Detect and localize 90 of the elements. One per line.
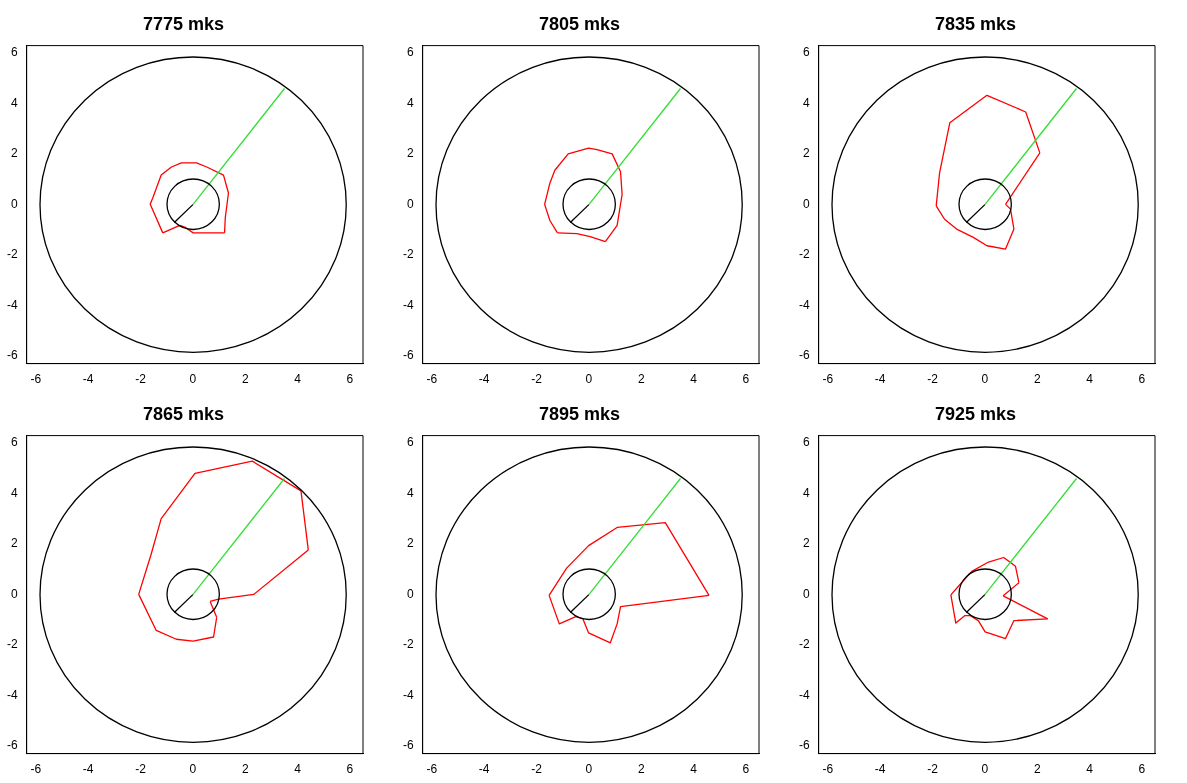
y-tick-label: 6 [802,45,810,60]
x-tick-label: -4 [874,762,886,777]
x-tick-label: -2 [927,372,939,387]
x-tick-label: -6 [30,372,42,387]
x-tick-label: 0 [585,762,593,777]
y-tick-label: -2 [7,247,18,262]
x-tick-label: -6 [426,372,438,387]
x-tick-label: 6 [1138,762,1146,777]
y-tick-label: 4 [406,95,414,110]
x-tick-label: -6 [822,372,834,387]
y-tick-label: -6 [799,348,810,363]
y-tick-label: 6 [802,435,810,450]
y-tick-label: 2 [802,146,810,161]
x-tick-label: 6 [1138,372,1146,387]
y-tick-label: 0 [802,196,810,211]
x-tick-label: 4 [1086,762,1094,777]
y-tick-label: -6 [403,738,414,753]
y-tick-label: -4 [403,297,414,312]
x-tick-label: -2 [135,762,147,777]
x-tick-label: 2 [637,372,645,387]
x-tick-label: 4 [294,372,302,387]
y-tick-label: -2 [403,247,414,262]
x-tick-label: -4 [478,372,490,387]
x-tick-label: 0 [189,762,197,777]
x-tick-label: -6 [822,762,834,777]
y-tick-label: 4 [802,485,810,500]
y-tick-label: 6 [10,435,18,450]
x-tick-label: 0 [189,372,197,387]
y-tick-label: -6 [799,738,810,753]
y-tick-label: 0 [802,586,810,601]
y-tick-label: 2 [802,536,810,551]
y-tick-label: -2 [7,637,18,652]
x-tick-label: -2 [531,372,543,387]
chart-title: 7835 mks [934,13,1017,34]
x-tick-label: 6 [346,372,354,387]
y-tick-label: 2 [10,536,18,551]
y-tick-label: -6 [403,348,414,363]
x-tick-label: 4 [690,762,698,777]
y-tick-label: 2 [10,146,18,161]
y-tick-label: -4 [403,687,414,702]
y-tick-label: 6 [406,435,414,450]
x-tick-label: 2 [241,372,249,387]
x-tick-label: 6 [742,762,750,777]
y-tick-label: 0 [10,196,18,211]
x-tick-label: 2 [241,762,249,777]
x-tick-label: 4 [1086,372,1094,387]
y-tick-label: -4 [799,687,810,702]
y-tick-label: 0 [406,196,414,211]
x-tick-label: 6 [742,372,750,387]
x-tick-label: 2 [637,762,645,777]
x-tick-label: -2 [531,762,543,777]
chart-title: 7925 mks [934,403,1017,424]
x-tick-label: -4 [874,372,886,387]
x-tick-label: 0 [981,762,989,777]
y-tick-label: 4 [10,95,18,110]
x-tick-label: -4 [82,762,94,777]
x-tick-label: -2 [927,762,939,777]
y-tick-label: 4 [802,95,810,110]
x-tick-label: 0 [981,372,989,387]
y-tick-label: 0 [10,586,18,601]
x-tick-label: -6 [426,762,438,777]
chart-title: 7865 mks [142,403,225,424]
y-tick-label: -2 [799,637,810,652]
y-tick-label: -6 [7,348,18,363]
y-tick-label: 6 [10,45,18,60]
x-tick-label: -4 [478,762,490,777]
y-tick-label: 4 [406,485,414,500]
x-tick-label: -2 [135,372,147,387]
chart-title: 7895 mks [538,403,621,424]
chart-title: 7775 mks [142,13,225,34]
y-tick-label: 4 [10,485,18,500]
x-tick-label: -6 [30,762,42,777]
x-tick-label: 4 [690,372,698,387]
x-tick-label: -4 [82,372,94,387]
x-tick-label: 0 [585,372,593,387]
y-tick-label: 0 [406,586,414,601]
y-tick-label: -6 [7,738,18,753]
y-tick-label: 6 [406,45,414,60]
x-tick-label: 4 [294,762,302,777]
y-tick-label: 2 [406,536,414,551]
x-tick-label: 2 [1033,762,1041,777]
x-tick-label: 2 [1033,372,1041,387]
y-tick-label: 2 [406,146,414,161]
y-tick-label: -4 [799,297,810,312]
y-tick-label: -4 [7,687,18,702]
y-tick-label: -2 [799,247,810,262]
y-tick-label: -4 [7,297,18,312]
x-tick-label: 6 [346,762,354,777]
y-tick-label: -2 [403,637,414,652]
chart-title: 7805 mks [538,13,621,34]
